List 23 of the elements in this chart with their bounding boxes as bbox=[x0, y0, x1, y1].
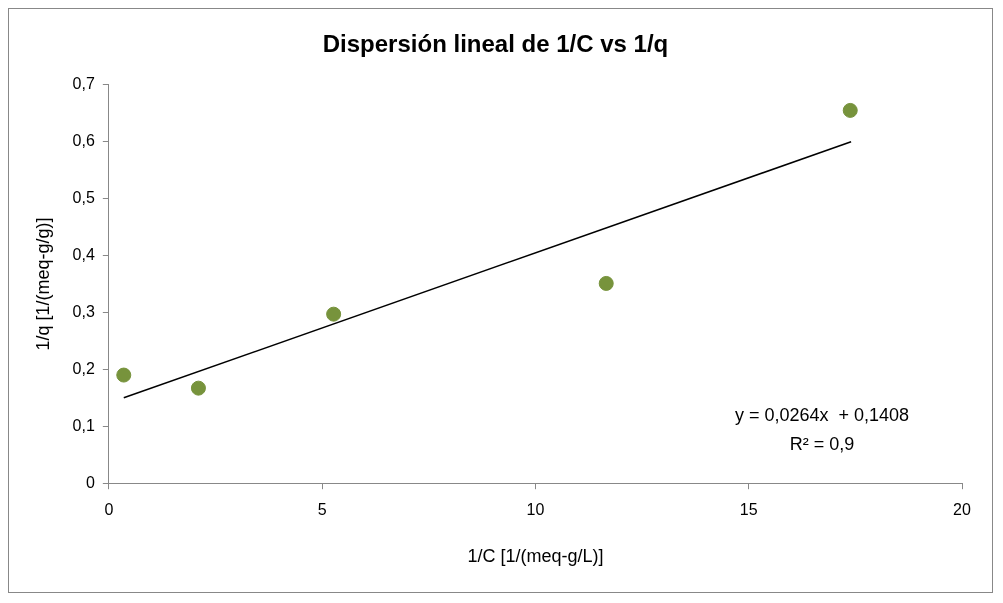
point bbox=[326, 306, 342, 322]
point bbox=[598, 275, 614, 291]
y-tick-label: 0,1 bbox=[72, 416, 95, 434]
x-tick-label: 10 bbox=[526, 501, 545, 519]
annotation: y = 0,0264x + 0,1408 bbox=[734, 405, 910, 426]
x-axis-title: 1/C [1/(meq-g/L)] bbox=[467, 546, 604, 567]
x-tick-label: 5 bbox=[317, 501, 327, 519]
y-tick-label: 0,5 bbox=[72, 189, 95, 207]
y-tick-label: 0 bbox=[85, 473, 95, 491]
chart-title: Dispersión lineal de 1/C vs 1/q bbox=[322, 30, 669, 58]
x-tick-label: 15 bbox=[739, 501, 758, 519]
y-tick-label: 0,4 bbox=[72, 245, 95, 263]
point bbox=[116, 367, 132, 383]
x-tick-label: 0 bbox=[104, 501, 114, 519]
y-tick-label: 0,2 bbox=[72, 359, 95, 377]
y-tick-label: 0,7 bbox=[72, 75, 95, 93]
point bbox=[190, 380, 206, 396]
y-tick-label: 0,6 bbox=[72, 132, 95, 150]
y-tick-label: 0,3 bbox=[72, 302, 95, 320]
x-tick-label: 20 bbox=[953, 501, 971, 519]
point bbox=[842, 102, 858, 118]
annotation: R² = 0,9 bbox=[789, 434, 855, 455]
y-axis-title: 1/q [1/(meq-g/g)] bbox=[32, 217, 53, 351]
